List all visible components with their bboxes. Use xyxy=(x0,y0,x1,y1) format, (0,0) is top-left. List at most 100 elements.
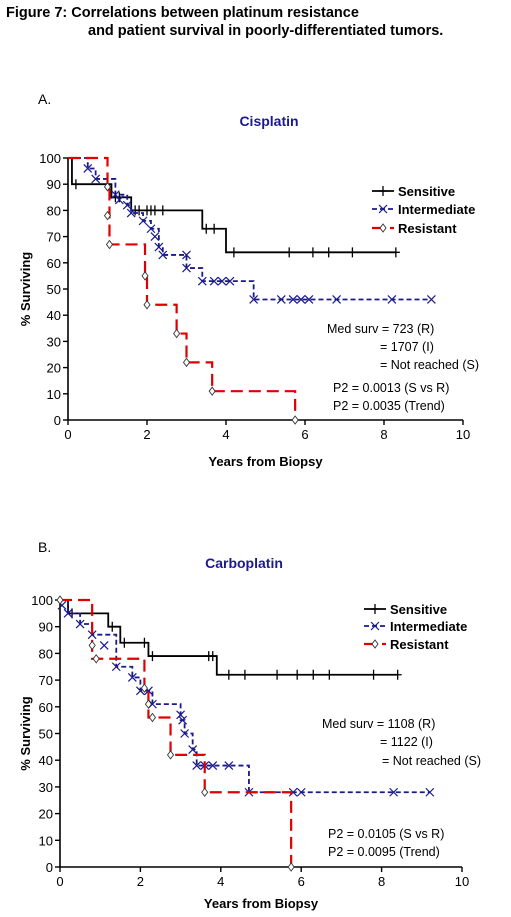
y-tick-label: 100 xyxy=(31,593,53,608)
data-point xyxy=(288,787,298,797)
annotation-text: P2 = 0.0013 (S vs R) xyxy=(333,381,449,395)
data-point xyxy=(393,669,402,680)
data-point xyxy=(210,223,219,234)
data-point xyxy=(166,750,175,760)
x-tick-label: 2 xyxy=(137,874,144,889)
y-tick-label: 40 xyxy=(39,753,53,768)
figure-title: Figure 7: Correlations between platinum … xyxy=(6,4,443,40)
x-tick-label: 8 xyxy=(378,874,385,889)
data-point xyxy=(103,210,112,221)
x-tick-label: 4 xyxy=(222,427,229,442)
data-point xyxy=(92,653,100,664)
x-tick-label: 8 xyxy=(380,427,387,442)
data-point xyxy=(426,295,436,304)
data-point xyxy=(208,761,218,770)
data-point xyxy=(178,715,188,725)
x-axis-label: Years from Biopsy xyxy=(204,896,319,911)
y-tick-label: 10 xyxy=(47,387,61,402)
data-point xyxy=(103,182,112,192)
y-tick-label: 0 xyxy=(54,413,61,428)
y-tick-label: 90 xyxy=(39,620,53,635)
data-point xyxy=(197,276,207,286)
data-point xyxy=(126,208,136,218)
series-line-sensitive xyxy=(60,599,398,676)
data-point xyxy=(202,223,211,234)
data-point xyxy=(309,669,318,680)
x-tick-label: 10 xyxy=(455,874,469,889)
chart-panel-1: B. Carboplatin 0 10 20 30 40 50 60 70 80 90 100 0 2 4 6 8… xyxy=(18,539,481,911)
annotation-text: = 1122 (I) xyxy=(380,735,433,749)
data-point xyxy=(425,787,435,797)
data-point xyxy=(217,276,227,286)
y-tick-label: 40 xyxy=(47,308,61,323)
series-line-sensitive xyxy=(68,157,396,254)
y-tick-label: 20 xyxy=(47,361,61,376)
series-line-resistant xyxy=(68,156,297,420)
series-resistant xyxy=(68,156,299,425)
data-point xyxy=(88,640,96,651)
data-point xyxy=(208,386,216,396)
annotation-text: Med surv = 1108 (R) xyxy=(322,717,435,731)
data-point xyxy=(108,621,117,632)
legend-label: Intermediate xyxy=(390,619,467,634)
y-tick-label: 20 xyxy=(39,807,53,822)
y-tick-label: 50 xyxy=(47,282,61,297)
y-tick-label: 60 xyxy=(47,256,61,271)
legend-marker xyxy=(378,204,388,214)
data-point xyxy=(296,295,306,304)
data-point xyxy=(127,673,137,682)
data-point xyxy=(148,651,157,662)
data-point xyxy=(389,787,399,797)
y-tick-label: 70 xyxy=(39,673,53,688)
data-point xyxy=(105,239,114,250)
chart-panel-0: A. Cisplatin 0 10 20 30 40 50 60 70 80 90 100 0 2 4 6 8 10… xyxy=(18,91,479,469)
data-point xyxy=(296,787,306,797)
series-resistant xyxy=(56,595,295,872)
data-point xyxy=(140,637,149,648)
data-point xyxy=(224,761,234,770)
chart-title: Cisplatin xyxy=(239,113,298,129)
data-point xyxy=(182,263,191,273)
data-point xyxy=(240,669,249,680)
data-point xyxy=(249,295,259,304)
data-point xyxy=(332,295,342,304)
data-point xyxy=(287,862,295,872)
data-point xyxy=(291,415,299,425)
x-tick-label: 0 xyxy=(56,874,63,889)
figure-title-line2: and patient survival in poorly-different… xyxy=(88,23,444,39)
legend-label: Sensitive xyxy=(398,184,455,199)
data-point xyxy=(369,669,378,680)
data-point xyxy=(111,662,121,672)
series-line-intermediate xyxy=(68,157,432,301)
annotation-text: = 1707 (I) xyxy=(380,340,434,354)
data-point xyxy=(144,699,153,709)
panel-label: A. xyxy=(38,91,51,107)
y-tick-label: 80 xyxy=(47,203,61,218)
legend-marker xyxy=(379,186,387,196)
series-sensitive xyxy=(68,157,400,258)
data-point xyxy=(148,712,157,723)
y-tick-label: 10 xyxy=(39,833,53,848)
annotation-text: P2 = 0.0035 (Trend) xyxy=(333,399,445,413)
data-point xyxy=(56,595,64,605)
data-point xyxy=(224,669,233,680)
data-point xyxy=(143,299,151,310)
y-axis-label: % Surviving xyxy=(18,696,33,770)
panel-label: B. xyxy=(38,539,51,555)
data-point xyxy=(288,295,298,304)
data-point xyxy=(176,710,186,720)
data-point xyxy=(293,669,302,680)
chart-title: Carboplatin xyxy=(205,555,283,571)
data-point xyxy=(154,242,164,252)
data-point xyxy=(146,224,156,234)
data-point xyxy=(87,630,97,640)
data-point xyxy=(135,205,144,216)
data-point xyxy=(63,608,73,618)
data-point xyxy=(158,250,168,260)
data-point xyxy=(285,247,294,258)
legend-marker xyxy=(370,621,380,631)
data-point xyxy=(324,247,333,258)
data-point xyxy=(188,745,198,754)
data-point xyxy=(387,295,397,304)
